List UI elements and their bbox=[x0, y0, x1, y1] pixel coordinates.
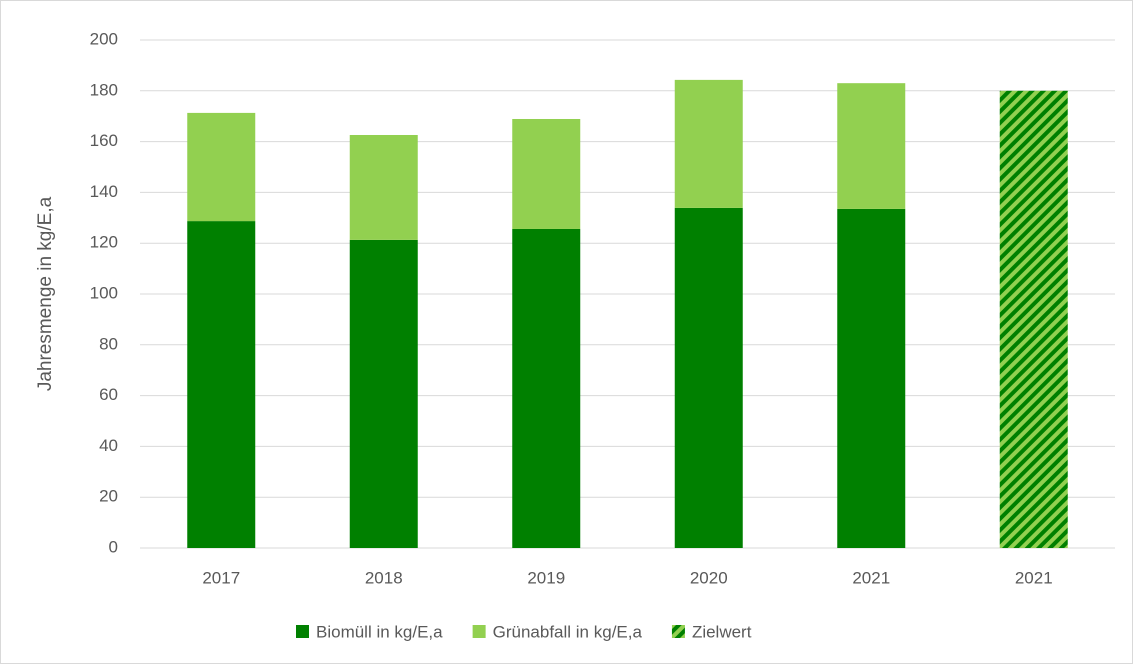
y-tick-label: 200 bbox=[90, 29, 118, 48]
bar-segment bbox=[349, 239, 418, 548]
x-tick-label: 2017 bbox=[202, 568, 240, 587]
bar-segment bbox=[187, 112, 256, 222]
bar-segment bbox=[837, 83, 906, 209]
legend-label: Biomüll in kg/E,a bbox=[316, 622, 443, 641]
bar-segment bbox=[837, 208, 906, 548]
x-tick-label: 2021 bbox=[1015, 568, 1053, 587]
y-tick-label: 20 bbox=[99, 487, 118, 506]
y-axis-label: Jahresmenge in kg/E,a bbox=[35, 196, 56, 391]
y-tick-label: 120 bbox=[90, 233, 118, 252]
x-tick-label: 2019 bbox=[527, 568, 565, 587]
y-tick-label: 100 bbox=[90, 283, 118, 302]
y-tick-label: 0 bbox=[109, 537, 118, 556]
y-tick-label: 140 bbox=[90, 182, 118, 201]
y-tick-label: 160 bbox=[90, 131, 118, 150]
legend-swatch bbox=[296, 625, 309, 638]
legend-label: Grünabfall in kg/E,a bbox=[493, 622, 643, 641]
bar-segment bbox=[674, 207, 743, 549]
y-tick-label: 60 bbox=[99, 385, 118, 404]
x-tick-label: 2020 bbox=[690, 568, 728, 587]
bar-segment bbox=[349, 134, 418, 240]
y-tick-label: 180 bbox=[90, 80, 118, 99]
x-tick-label: 2018 bbox=[365, 568, 403, 587]
x-tick-label: 2021 bbox=[852, 568, 890, 587]
bar-segment bbox=[999, 90, 1068, 549]
legend-swatch bbox=[472, 625, 486, 638]
bar-segment bbox=[512, 118, 581, 229]
y-tick-label: 40 bbox=[99, 436, 118, 455]
y-tick-label: 80 bbox=[99, 334, 118, 353]
bar-segment bbox=[674, 79, 743, 208]
bar-segment bbox=[187, 221, 256, 549]
bar-segment bbox=[512, 228, 581, 548]
legend-label: Zielwert bbox=[692, 622, 752, 641]
legend-swatch bbox=[671, 625, 685, 638]
